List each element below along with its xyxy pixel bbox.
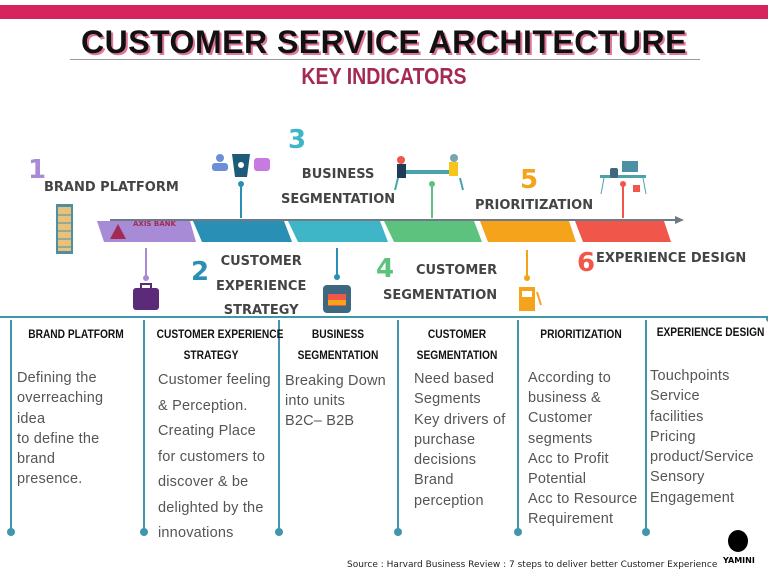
column-divider (7, 320, 15, 536)
column-body-customer-segmentation: Need based Segments Key drivers of purch… (414, 371, 506, 509)
stem-5 (524, 250, 530, 281)
stem-2 (238, 181, 244, 218)
label-line: STRATEGY (223, 303, 299, 318)
column-body-experience-design: Touchpoints Service facilities Pricing p… (650, 368, 754, 506)
label-line: EXPERIENCE (216, 278, 307, 294)
label-line: CUSTOMER (415, 263, 498, 278)
gift-box-icon (254, 158, 270, 171)
column-heading-brand-platform: BRAND PLATFORM (28, 327, 124, 341)
step-number-3: 3 (288, 125, 307, 155)
ribbon-segment-6 (575, 221, 671, 242)
page-subtitle: KEY INDICATORS (301, 63, 467, 89)
column-heading-customer-segmentation: CUSTOMER SEGMENTATION (416, 327, 498, 362)
stem-4 (429, 181, 435, 218)
label-line: SEGMENTATION (281, 192, 396, 207)
stem-3 (334, 248, 340, 280)
timeline-ribbon (56, 154, 684, 313)
top-accent-bar (0, 5, 768, 19)
axis-bank-logo-icon (110, 224, 126, 239)
user-icon (212, 154, 228, 171)
columns-top-rule (0, 316, 768, 318)
briefcase-icon-purple (133, 283, 159, 310)
step-number-5: 5 (520, 165, 539, 195)
ribbon-segment-2 (193, 221, 292, 242)
step-number-4: 4 (376, 254, 395, 284)
axis-bank-logo-text: AXIS BANK (133, 220, 176, 228)
step-number-6: 6 (577, 248, 596, 278)
stem-6 (620, 181, 626, 218)
step-label-5: PRIORITIZATION (475, 198, 594, 213)
column-body-cx-strategy: Customer feeling & Perception. Creating … (158, 372, 271, 541)
title-divider (70, 59, 700, 60)
column-heading-business-segmentation: BUSINESS SEGMENTATION (297, 327, 379, 362)
column-body-business-segmentation: Breaking Down into units B2C– B2B (285, 373, 386, 429)
arrow-head-icon (675, 216, 684, 224)
column-divider (394, 320, 402, 536)
column-divider (275, 320, 283, 536)
label-line: BUSINESS (301, 167, 375, 182)
step-label-4: CUSTOMER SEGMENTATION (383, 258, 497, 308)
label-line: SEGMENTATION (383, 288, 498, 303)
ribbon-segment-4 (384, 221, 482, 242)
step-number-1: 1 (28, 155, 47, 185)
rule-end-dot (766, 316, 768, 322)
watermark-logo-icon (728, 530, 748, 552)
ribbon-segment-5 (480, 221, 576, 242)
step-label-6: EXPERIENCE DESIGN (596, 251, 747, 266)
column-body-prioritization: According to business & Customer segment… (528, 370, 638, 528)
step-label-2: CUSTOMER EXPERIENCE STRATEGY (216, 250, 306, 324)
column-body-brand-platform: Defining the overreaching idea to define… (17, 370, 104, 488)
watermark-text: YAMINI (723, 556, 755, 565)
source-citation: Source : Harvard Business Review : 7 ste… (347, 560, 718, 570)
bookshelf-icon (56, 204, 73, 254)
meeting-icon (394, 154, 464, 191)
column-heading-experience-design: EXPERIENCE DESIGN (656, 325, 765, 339)
column-heading-cx-strategy: CUSTOMER EXPERIENCE STRATEGY (156, 327, 284, 362)
column-heading-prioritization: PRIORITIZATION (540, 327, 622, 341)
coffee-cup-icon (232, 154, 250, 177)
step-number-2: 2 (191, 257, 210, 287)
label-line: CUSTOMER (220, 254, 302, 269)
stem-1 (143, 248, 149, 281)
fuel-pump-icon (519, 287, 542, 311)
step-label-1: BRAND PLATFORM (44, 180, 179, 195)
step-label-3: BUSINESS SEGMENTATION (281, 162, 395, 212)
column-divider (140, 320, 148, 536)
column-divider (514, 320, 522, 536)
briefcase-icon (323, 285, 351, 313)
desk-icon (600, 161, 647, 195)
column-divider (642, 320, 650, 536)
ribbon-segment-3 (288, 221, 388, 242)
page-title: CUSTOMER SERVICE ARCHITECTURE (81, 24, 687, 60)
